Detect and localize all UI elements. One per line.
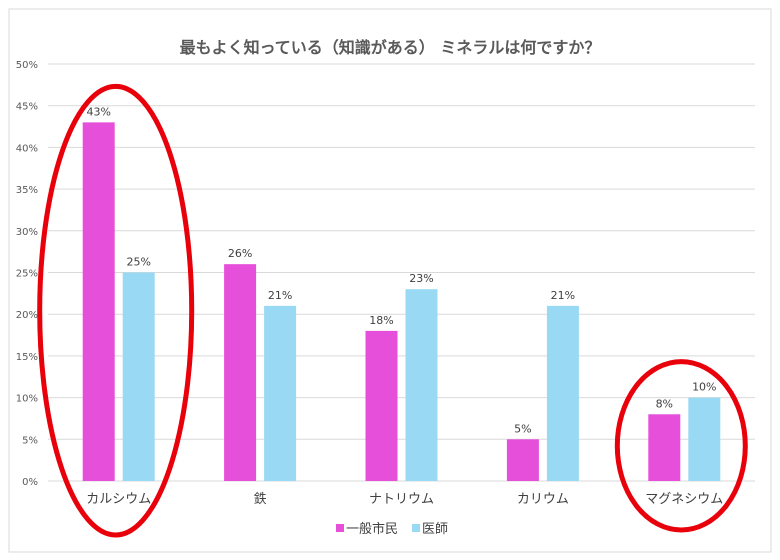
y-tick-label: 25% bbox=[16, 269, 38, 280]
bar-public bbox=[82, 122, 115, 481]
legend-label-public: 一般市民 bbox=[346, 521, 398, 537]
y-tick-label: 0% bbox=[22, 477, 38, 488]
data-label: 23% bbox=[409, 272, 433, 285]
y-tick-label: 10% bbox=[16, 394, 38, 405]
data-label: 43% bbox=[86, 105, 110, 118]
chart-title: 最もよく知っている（知識がある） ミネラルは何ですか？ bbox=[180, 38, 601, 57]
x-tick-label: ナトリウム bbox=[369, 492, 434, 507]
y-tick-label: 50% bbox=[16, 60, 38, 71]
bar-public bbox=[224, 264, 257, 481]
bar-doctor bbox=[122, 272, 155, 481]
y-tick-label: 5% bbox=[22, 435, 38, 446]
y-tick-label: 45% bbox=[16, 102, 38, 113]
legend-swatch-public bbox=[336, 524, 344, 532]
y-tick-label: 35% bbox=[16, 185, 38, 196]
bar-public bbox=[506, 439, 539, 481]
y-tick-label: 40% bbox=[16, 143, 38, 154]
y-tick-label: 30% bbox=[16, 227, 38, 238]
data-label: 18% bbox=[369, 314, 393, 327]
x-tick-label: マグネシウム bbox=[645, 492, 723, 507]
data-label: 8% bbox=[656, 397, 673, 410]
legend-swatch-doctor bbox=[412, 524, 420, 532]
data-label: 25% bbox=[126, 256, 150, 269]
highlight-ellipse bbox=[614, 359, 748, 533]
legend-label-doctor: 医師 bbox=[422, 522, 448, 537]
bar-doctor bbox=[264, 305, 297, 481]
x-tick-label: カリウム bbox=[517, 492, 569, 507]
x-tick-label: 鉄 bbox=[254, 492, 267, 507]
data-label: 21% bbox=[551, 289, 575, 302]
legend: 一般市民 医師 bbox=[336, 521, 448, 537]
bar-doctor bbox=[405, 289, 438, 481]
data-label: 21% bbox=[268, 289, 292, 302]
bar-public bbox=[648, 414, 681, 481]
y-tick-label: 15% bbox=[16, 352, 38, 363]
bar-doctor bbox=[688, 397, 721, 481]
x-tick-label: カルシウム bbox=[86, 492, 151, 507]
data-label: 10% bbox=[692, 381, 716, 394]
bar-public bbox=[365, 330, 398, 481]
bar-doctor bbox=[546, 305, 579, 481]
data-label: 5% bbox=[514, 422, 531, 435]
data-label: 26% bbox=[228, 247, 252, 260]
y-tick-label: 20% bbox=[16, 310, 38, 321]
highlight-ellipse bbox=[37, 83, 195, 538]
